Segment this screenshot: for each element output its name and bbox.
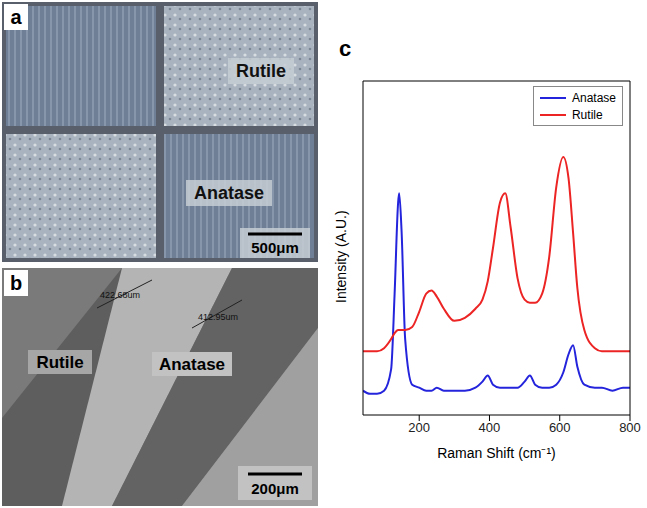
svg-text:b: b xyxy=(10,272,22,294)
svg-text:Intensity (A.U.): Intensity (A.U.) xyxy=(333,210,349,303)
svg-text:Rutile: Rutile xyxy=(36,353,83,372)
svg-text:Raman Shift (cm⁻¹): Raman Shift (cm⁻¹) xyxy=(437,445,556,461)
html-text:c: c xyxy=(339,36,352,61)
svg-text:200: 200 xyxy=(408,420,430,435)
svg-text:a: a xyxy=(10,6,22,28)
svg-text:500μm: 500μm xyxy=(251,239,299,256)
svg-text:Rutile: Rutile xyxy=(236,61,286,81)
svg-text:412.95um: 412.95um xyxy=(198,312,238,322)
svg-text:Anatase: Anatase xyxy=(159,355,225,374)
svg-text:422.68um: 422.68um xyxy=(100,290,140,300)
svg-text:600: 600 xyxy=(549,420,571,435)
svg-text:200μm: 200μm xyxy=(251,480,299,497)
svg-text:800: 800 xyxy=(619,420,641,435)
html-text:Rutile: Rutile xyxy=(572,107,603,122)
html-text:Anatase: Anatase xyxy=(572,90,616,105)
svg-text:400: 400 xyxy=(479,420,501,435)
svg-text:Anatase: Anatase xyxy=(194,183,264,203)
